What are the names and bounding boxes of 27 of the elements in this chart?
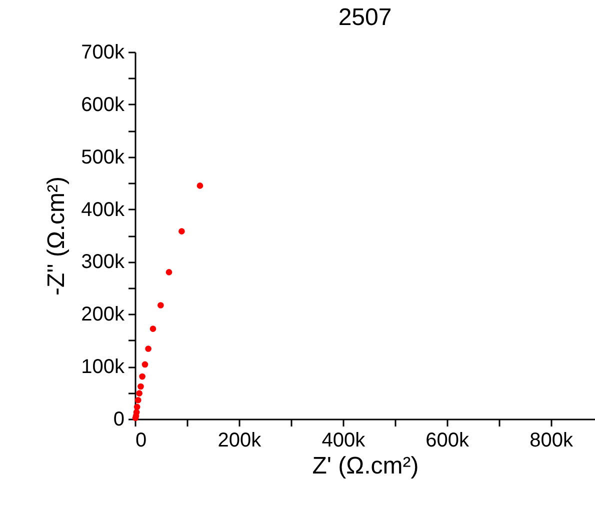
point bbox=[196, 182, 204, 189]
y-tick-label: 700k bbox=[81, 42, 126, 64]
point bbox=[136, 390, 142, 396]
x-axis-title: Z' (Ω.cm²) bbox=[312, 452, 419, 480]
point bbox=[139, 373, 146, 380]
x-tick-label: 400k bbox=[322, 430, 366, 452]
x-tick-label: 600k bbox=[426, 430, 470, 452]
point bbox=[178, 228, 185, 234]
point bbox=[150, 326, 156, 332]
point bbox=[158, 302, 164, 308]
chart-title: 2507 bbox=[338, 4, 392, 31]
point bbox=[145, 346, 152, 352]
y-tick-label: 200k bbox=[81, 304, 126, 326]
x-tick-label: 800k bbox=[530, 430, 574, 452]
point bbox=[142, 361, 148, 368]
point bbox=[138, 383, 144, 390]
y-tick-label: 300k bbox=[81, 251, 126, 274]
y-tick-label: 400k bbox=[81, 198, 126, 221]
x-tick-label: 200k bbox=[218, 430, 262, 452]
y-axis-title: -Z'' (Ω.cm²) bbox=[43, 176, 70, 296]
point bbox=[166, 269, 172, 276]
y-tick-label: 500k bbox=[81, 146, 126, 168]
x-tick-label: 0 bbox=[136, 430, 147, 452]
y-tick-label: 100k bbox=[81, 356, 126, 378]
point bbox=[134, 396, 142, 404]
y-tick-label: 600k bbox=[81, 94, 126, 116]
y-tick-label: 0 bbox=[113, 408, 124, 430]
